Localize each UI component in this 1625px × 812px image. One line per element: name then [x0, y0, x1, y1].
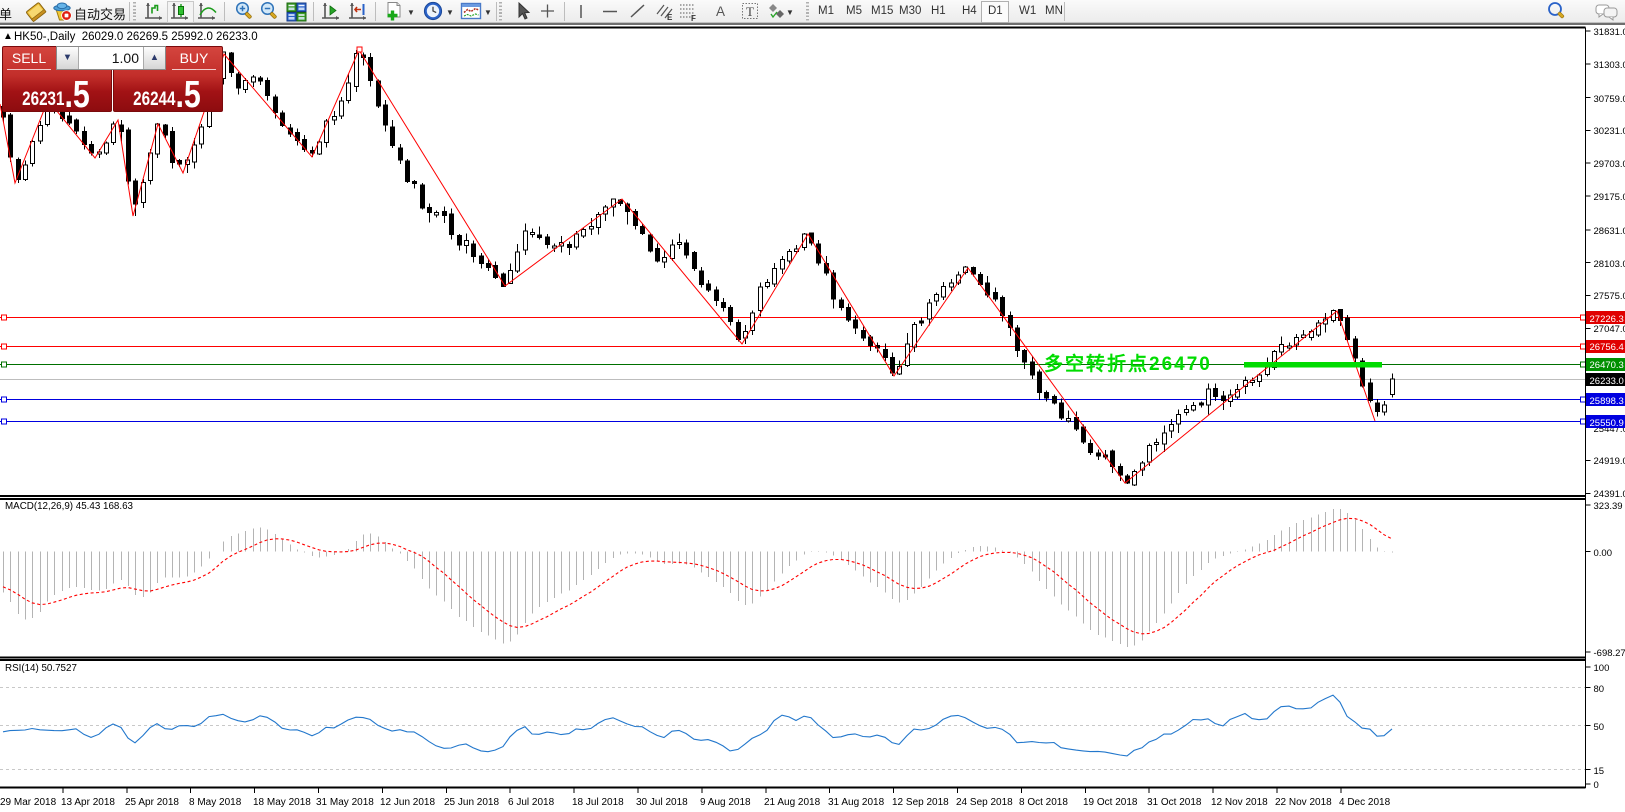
svg-text:25550.9: 25550.9: [1590, 418, 1624, 429]
svg-text:多空转折点26470: 多空转折点26470: [1044, 352, 1212, 375]
svg-text:F: F: [691, 14, 696, 23]
svg-text:0.00: 0.00: [1594, 548, 1613, 559]
svg-text:24919.0: 24919.0: [1594, 456, 1625, 467]
svg-text:29 Mar 2018: 29 Mar 2018: [0, 797, 57, 808]
svg-text:27226.3: 27226.3: [1590, 314, 1624, 325]
svg-text:18 Jul 2018: 18 Jul 2018: [572, 797, 624, 808]
svg-text:25898.3: 25898.3: [1590, 396, 1624, 407]
svg-text:MACD(12,26,9) 45.43 168.63: MACD(12,26,9) 45.43 168.63: [5, 501, 134, 512]
svg-text:4 Dec 2018: 4 Dec 2018: [1339, 797, 1391, 808]
svg-text:8 May 2018: 8 May 2018: [189, 797, 242, 808]
svg-text:30759.0: 30759.0: [1594, 94, 1625, 105]
svg-text:T: T: [746, 4, 754, 19]
svg-text:30231.0: 30231.0: [1594, 126, 1625, 137]
svg-text:6 Jul 2018: 6 Jul 2018: [508, 797, 555, 808]
svg-text:25447.0: 25447.0: [1594, 424, 1625, 435]
svg-text:21 Aug 2018: 21 Aug 2018: [764, 797, 821, 808]
svg-text:31303.0: 31303.0: [1594, 60, 1625, 71]
svg-text:29175.0: 29175.0: [1594, 192, 1625, 203]
svg-text:13 Apr 2018: 13 Apr 2018: [61, 797, 115, 808]
svg-text:0: 0: [1594, 780, 1599, 791]
svg-text:323.39: 323.39: [1594, 501, 1623, 512]
svg-text:19 Oct 2018: 19 Oct 2018: [1083, 797, 1138, 808]
svg-text:HK50-,Daily 26029.0 26269.5 2: HK50-,Daily 26029.0 26269.5 25992.0 2623…: [14, 31, 258, 43]
svg-text:12 Nov 2018: 12 Nov 2018: [1211, 797, 1268, 808]
svg-text:8 Oct 2018: 8 Oct 2018: [1019, 797, 1068, 808]
svg-text:31 May 2018: 31 May 2018: [316, 797, 374, 808]
svg-text:26233.0: 26233.0: [1590, 376, 1624, 387]
svg-text:29703.0: 29703.0: [1594, 159, 1625, 170]
svg-text:28103.0: 28103.0: [1594, 259, 1625, 270]
svg-text:27047.0: 27047.0: [1594, 324, 1625, 335]
svg-text:26756.4: 26756.4: [1590, 342, 1624, 353]
svg-text:26470.3: 26470.3: [1590, 360, 1624, 371]
svg-text:28631.0: 28631.0: [1594, 226, 1625, 237]
svg-text:24 Sep 2018: 24 Sep 2018: [956, 797, 1013, 808]
svg-text:25 Jun 2018: 25 Jun 2018: [444, 797, 499, 808]
svg-text:24391.0: 24391.0: [1594, 489, 1625, 500]
svg-text:22 Nov 2018: 22 Nov 2018: [1275, 797, 1332, 808]
svg-text:25 Apr 2018: 25 Apr 2018: [125, 797, 179, 808]
svg-text:12 Jun 2018: 12 Jun 2018: [380, 797, 435, 808]
svg-text:12 Sep 2018: 12 Sep 2018: [892, 797, 949, 808]
svg-text:18 May 2018: 18 May 2018: [253, 797, 311, 808]
svg-text:15: 15: [1594, 766, 1605, 777]
svg-text:30 Jul 2018: 30 Jul 2018: [636, 797, 688, 808]
svg-text:▲: ▲: [3, 31, 13, 42]
svg-text:100: 100: [1594, 663, 1610, 674]
svg-text:31 Oct 2018: 31 Oct 2018: [1147, 797, 1202, 808]
svg-text:31 Aug 2018: 31 Aug 2018: [828, 797, 885, 808]
svg-text:E: E: [667, 13, 673, 22]
svg-text:80: 80: [1594, 684, 1605, 695]
svg-text:RSI(14) 50.7527: RSI(14) 50.7527: [5, 663, 77, 674]
svg-text:27575.0: 27575.0: [1594, 291, 1625, 302]
svg-text:50: 50: [1594, 722, 1605, 733]
svg-text:9 Aug 2018: 9 Aug 2018: [700, 797, 751, 808]
svg-text:31831.0: 31831.0: [1594, 27, 1625, 38]
svg-text:-698.27: -698.27: [1594, 648, 1625, 659]
